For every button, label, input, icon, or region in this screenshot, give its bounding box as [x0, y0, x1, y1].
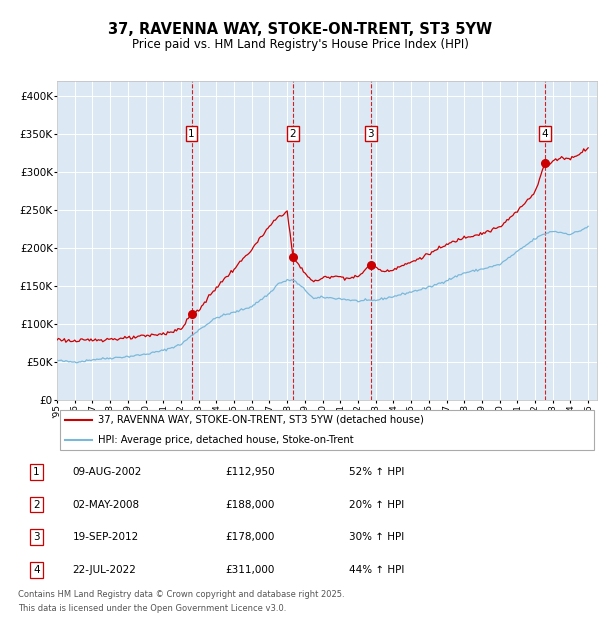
Text: 2: 2	[33, 500, 40, 510]
Text: 4: 4	[541, 129, 548, 139]
Text: 37, RAVENNA WAY, STOKE-ON-TRENT, ST3 5YW (detached house): 37, RAVENNA WAY, STOKE-ON-TRENT, ST3 5YW…	[97, 415, 424, 425]
Text: 1: 1	[33, 467, 40, 477]
FancyBboxPatch shape	[60, 410, 594, 449]
Text: 22-JUL-2022: 22-JUL-2022	[73, 565, 137, 575]
Text: £311,000: £311,000	[226, 565, 275, 575]
Text: 3: 3	[33, 532, 40, 542]
Text: This data is licensed under the Open Government Licence v3.0.: This data is licensed under the Open Gov…	[18, 603, 286, 613]
Text: 37, RAVENNA WAY, STOKE-ON-TRENT, ST3 5YW: 37, RAVENNA WAY, STOKE-ON-TRENT, ST3 5YW	[108, 22, 492, 37]
Text: 44% ↑ HPI: 44% ↑ HPI	[349, 565, 404, 575]
Text: HPI: Average price, detached house, Stoke-on-Trent: HPI: Average price, detached house, Stok…	[97, 435, 353, 445]
Text: 4: 4	[33, 565, 40, 575]
Text: £178,000: £178,000	[226, 532, 275, 542]
Text: 19-SEP-2012: 19-SEP-2012	[73, 532, 139, 542]
Text: 2: 2	[290, 129, 296, 139]
Text: £188,000: £188,000	[226, 500, 275, 510]
Text: £112,950: £112,950	[226, 467, 275, 477]
Text: Price paid vs. HM Land Registry's House Price Index (HPI): Price paid vs. HM Land Registry's House …	[131, 38, 469, 51]
Text: 09-AUG-2002: 09-AUG-2002	[73, 467, 142, 477]
Text: 3: 3	[367, 129, 374, 139]
Text: 02-MAY-2008: 02-MAY-2008	[73, 500, 140, 510]
Text: 52% ↑ HPI: 52% ↑ HPI	[349, 467, 404, 477]
Text: 20% ↑ HPI: 20% ↑ HPI	[349, 500, 404, 510]
Text: 30% ↑ HPI: 30% ↑ HPI	[349, 532, 404, 542]
Text: Contains HM Land Registry data © Crown copyright and database right 2025.: Contains HM Land Registry data © Crown c…	[18, 590, 344, 599]
Text: 1: 1	[188, 129, 195, 139]
